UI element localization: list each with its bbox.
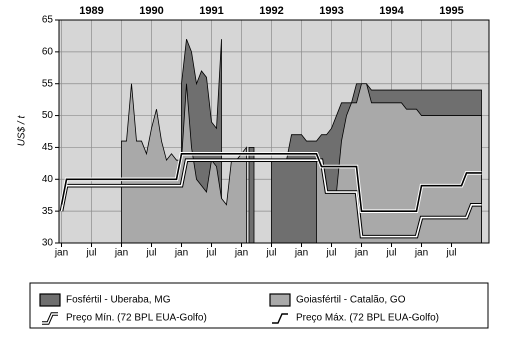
x-tick-label: jul bbox=[445, 248, 456, 259]
x-tick-label: jul bbox=[145, 248, 156, 259]
legend-swatch bbox=[39, 293, 61, 307]
x-tick-label: jan bbox=[354, 248, 368, 259]
x-tick-label: jul bbox=[205, 248, 216, 259]
year-label: 1994 bbox=[379, 5, 404, 17]
legend-label: Goiasfértil - Catalão, GO bbox=[296, 295, 406, 306]
year-label: 1990 bbox=[139, 5, 163, 17]
legend-swatch bbox=[272, 313, 288, 324]
x-tick-label: jan bbox=[414, 248, 428, 259]
legend-swatch bbox=[42, 313, 58, 324]
year-label: 1989 bbox=[79, 5, 103, 17]
plot-frame bbox=[58, 19, 490, 244]
x-tick-label: jul bbox=[265, 248, 276, 259]
y-tick-label: 40 bbox=[42, 174, 54, 185]
x-tick-label: jan bbox=[294, 248, 308, 259]
y-tick-label: 50 bbox=[42, 110, 54, 121]
legend-label: Preço Máx. (72 BPL EUA-Golfo) bbox=[296, 313, 439, 324]
y-tick-label: 30 bbox=[42, 238, 54, 249]
year-label: 1992 bbox=[259, 5, 283, 17]
legend-box bbox=[29, 282, 489, 329]
y-tick-label: 60 bbox=[42, 46, 54, 57]
x-tick-label: jan bbox=[114, 248, 128, 259]
y-tick-label: 55 bbox=[42, 78, 54, 89]
line bbox=[60, 153, 482, 212]
x-tick-label: jan bbox=[234, 248, 248, 259]
legend-swatch bbox=[269, 293, 291, 307]
x-tick-label: jul bbox=[385, 248, 396, 259]
x-tick-label: jul bbox=[85, 248, 96, 259]
legend-label: Fosfértil - Uberaba, MG bbox=[66, 295, 171, 306]
y-tick-label: 35 bbox=[42, 206, 54, 217]
x-tick-label: jul bbox=[325, 248, 336, 259]
year-label: 1995 bbox=[439, 5, 463, 17]
year-label: 1993 bbox=[319, 5, 343, 17]
y-tick-label: 45 bbox=[42, 142, 54, 153]
y-tick-label: 65 bbox=[42, 15, 54, 26]
x-tick-label: jan bbox=[54, 248, 68, 259]
y-axis-label: US$ / t bbox=[17, 115, 28, 147]
legend-label: Preço Mín. (72 BPL EUA-Golfo) bbox=[66, 313, 207, 324]
x-tick-label: jan bbox=[174, 248, 188, 259]
year-label: 1991 bbox=[199, 5, 223, 17]
line bbox=[60, 159, 482, 238]
